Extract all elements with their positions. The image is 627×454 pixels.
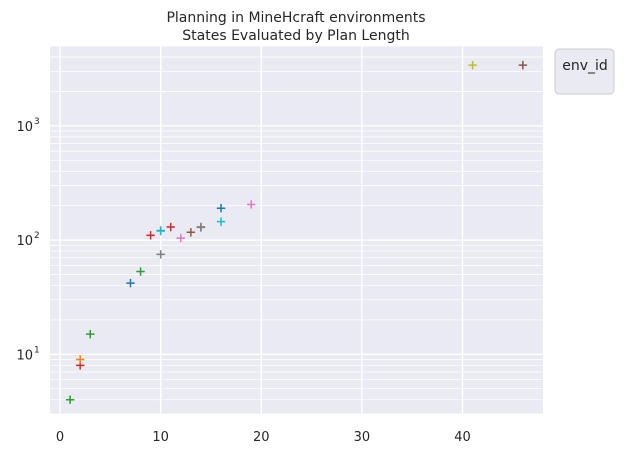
x-tick-label: 0 bbox=[56, 430, 64, 445]
data-point bbox=[216, 204, 226, 213]
plot-area bbox=[50, 46, 543, 414]
x-tick-label: 30 bbox=[354, 430, 371, 445]
y-tick-label: 10 bbox=[16, 120, 33, 135]
data-point bbox=[156, 250, 165, 259]
data-point bbox=[86, 329, 95, 339]
y-tick-exponent: 2 bbox=[34, 231, 40, 241]
data-point bbox=[126, 278, 135, 288]
data-point bbox=[186, 228, 196, 237]
x-tick-label: 20 bbox=[253, 430, 270, 445]
legend-box bbox=[554, 48, 615, 95]
y-tick-exponent: 1 bbox=[34, 345, 40, 355]
y-axis: 10 1 10 2 10 3 bbox=[16, 117, 39, 363]
legend: env_id bbox=[554, 48, 615, 95]
data-point bbox=[65, 395, 75, 404]
y-tick-label: 10 bbox=[16, 234, 33, 249]
data-point bbox=[468, 60, 477, 70]
data-point bbox=[518, 60, 528, 70]
x-tick-label: 10 bbox=[152, 430, 169, 445]
x-tick-label: 40 bbox=[454, 430, 471, 445]
data-point bbox=[75, 355, 85, 364]
data-point bbox=[216, 217, 226, 226]
data-point bbox=[136, 267, 145, 276]
grid bbox=[50, 45, 543, 415]
data-point bbox=[156, 226, 165, 236]
data-point bbox=[166, 222, 175, 232]
x-axis: 0 10 20 30 40 bbox=[56, 430, 471, 445]
data-point bbox=[146, 231, 155, 240]
y-tick-10-3: 10 3 bbox=[16, 117, 39, 135]
data-point bbox=[176, 233, 185, 243]
data-points bbox=[65, 60, 528, 404]
data-point bbox=[196, 223, 206, 232]
data-point bbox=[247, 200, 256, 209]
legend-title: env_id bbox=[562, 58, 608, 74]
y-tick-label: 10 bbox=[16, 348, 33, 363]
chart-subtitle: States Evaluated by Plan Length bbox=[182, 28, 409, 44]
chart-title: Planning in MineHcraft environments bbox=[166, 10, 425, 26]
y-tick-exponent: 3 bbox=[34, 117, 40, 127]
y-tick-10-1: 10 1 bbox=[16, 345, 39, 363]
y-tick-10-2: 10 2 bbox=[16, 231, 39, 249]
